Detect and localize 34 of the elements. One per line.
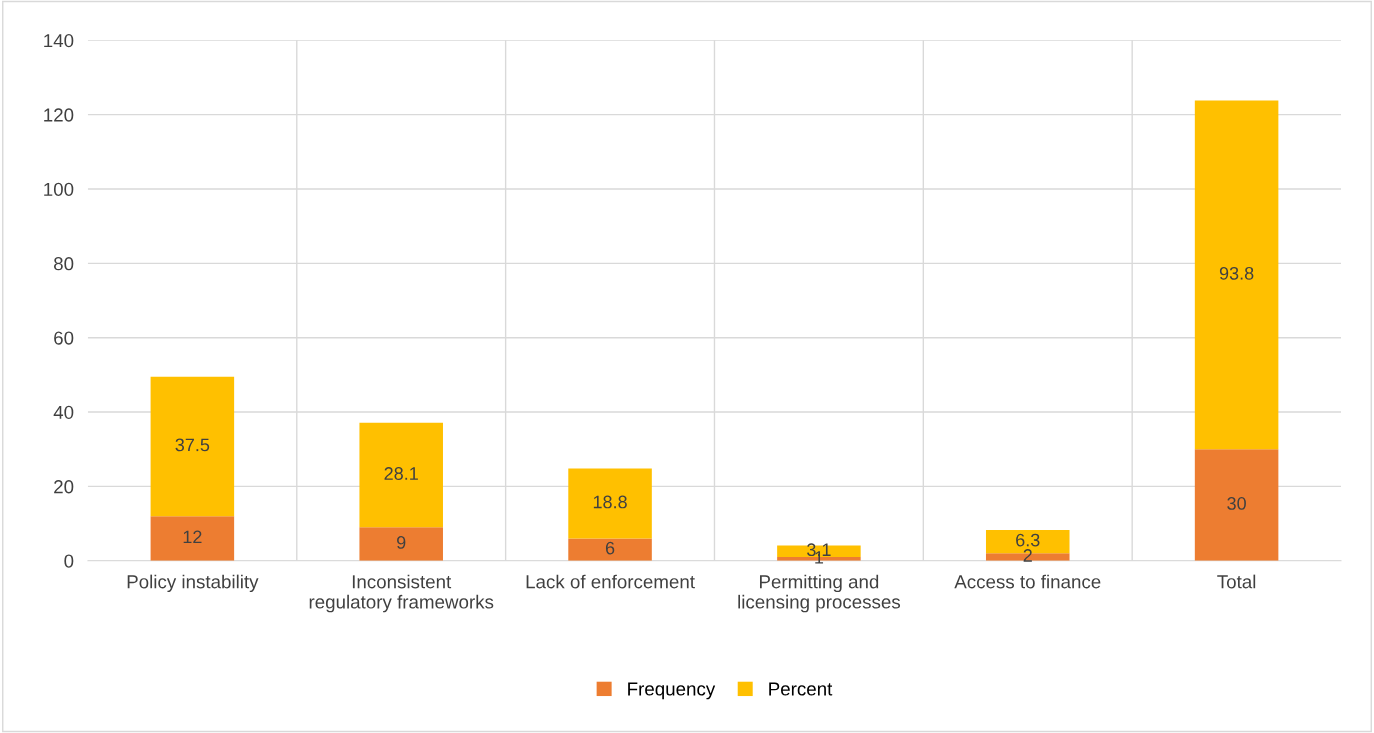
y-tick-label: 80 [54,257,74,271]
y-tick-label: 0 [64,554,74,568]
x-tick-label: Lack of enforcement [526,574,695,589]
bar [359,527,443,561]
y-tick-label: 100 [44,182,74,196]
x-tick-label: Access to finance [954,574,1101,589]
data-label: 93.8 [1219,266,1254,280]
data-label: 6 [605,541,615,555]
data-label: 9 [397,536,406,549]
data-label: 6.3 [1016,533,1040,547]
y-tick-label: 40 [53,405,74,420]
bar [568,468,652,539]
data-label: 2 [1023,549,1032,562]
bar [359,422,443,528]
data-label: 18.8 [593,495,627,509]
data-label: 30 [1227,497,1246,510]
bar [150,376,235,517]
bar [1194,449,1279,561]
bar [568,538,652,561]
legend-label: Percent [769,682,833,696]
y-tick-label: 120 [44,108,74,122]
data-label: 28.1 [384,467,418,480]
x-tick-label: Permitting and licensing processes [738,574,901,613]
x-tick-label: Policy instability [127,574,259,593]
y-tick-label: 60 [54,331,74,345]
x-tick-label: Inconsistent regulatory frameworks [309,574,494,613]
data-label: 12 [183,530,202,544]
legend-label: Frequency [628,682,716,700]
bar [1194,100,1279,450]
bar [150,516,235,561]
y-tick-label: 20 [54,480,74,494]
x-tick-label: Total [1217,574,1256,589]
data-label: 37.5 [175,438,210,452]
y-tick-label: 140 [44,34,74,48]
